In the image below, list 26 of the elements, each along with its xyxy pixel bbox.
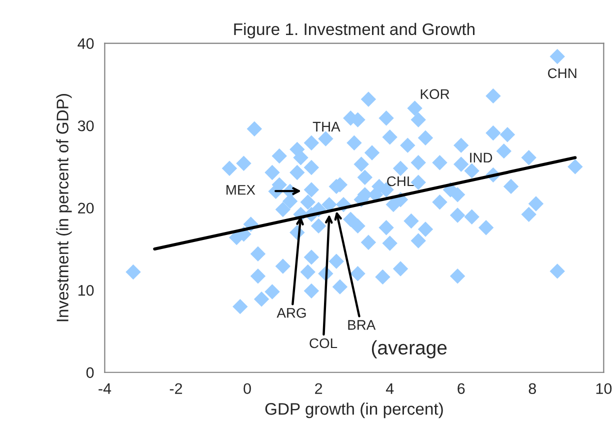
annotation: CHN [548, 68, 576, 78]
annotation: (average [372, 340, 447, 358]
x-tick-label: 6 [458, 383, 465, 394]
x-tick-label: -2 [170, 383, 182, 394]
x-tick-label: 4 [386, 383, 394, 394]
y-tick-label: 0 [86, 367, 94, 378]
annotation: IND [470, 152, 492, 162]
x-tick-label: 2 [315, 383, 322, 394]
y-tick-label: 20 [78, 202, 94, 214]
annotation: ARG [276, 308, 306, 318]
chart-title: Figure 1. Investment and Growth [234, 22, 474, 38]
annotation: KOR [420, 89, 450, 100]
x-axis-title: GDP growth (in percent) [265, 402, 443, 418]
annotation: THA [312, 122, 340, 132]
y-tick-label: 10 [78, 284, 94, 296]
x-tick-label: -4 [98, 383, 112, 394]
annotation: BRA [348, 320, 376, 330]
annotation: COL [310, 338, 338, 348]
x-tick-label: 10 [596, 383, 612, 394]
x-tick-label: 8 [528, 383, 536, 394]
annotation: CHL [387, 176, 414, 186]
y-axis-title: Investment (in percent of GDP) [56, 94, 72, 322]
x-tick-label: 0 [244, 383, 251, 394]
y-tick-label: 30 [78, 120, 94, 132]
y-tick-label: 40 [78, 38, 94, 49]
annotation: MEX [226, 185, 256, 195]
